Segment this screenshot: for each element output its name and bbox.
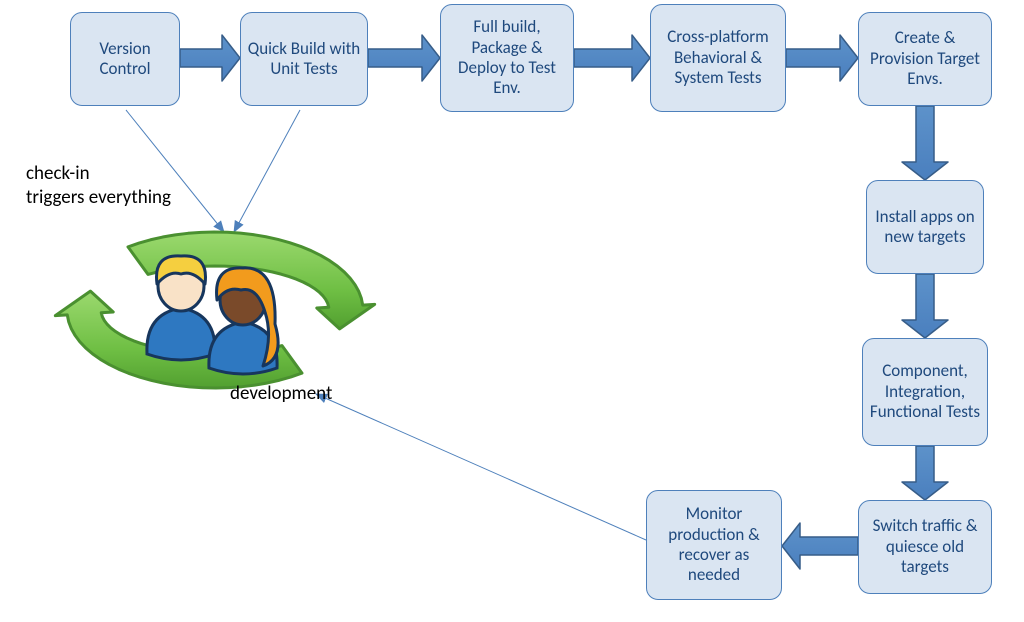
node-full-build: Full build, Package & Deploy to Test Env… <box>440 4 574 112</box>
thin-arrow-t-qb-dev <box>234 110 300 232</box>
arrow-a-fb-xp <box>574 35 650 81</box>
annot-checkin: check-in triggers everything <box>26 162 171 210</box>
thin-arrow-t-mp-dev <box>316 394 646 540</box>
arrow-a-vc-qb <box>180 35 240 81</box>
arrow-a-cp-ia <box>902 106 948 180</box>
node-component-tests: Component, Integration, Functional Tests <box>862 338 988 446</box>
person-icon <box>209 268 278 374</box>
arrow-a-ct-st <box>902 446 948 500</box>
annot-devlabel: development <box>230 382 332 406</box>
node-quick-build: Quick Build with Unit Tests <box>240 12 368 106</box>
node-monitor-prod: Monitor production & recover as needed <box>646 490 782 600</box>
dev-cycle-arrow <box>128 232 375 329</box>
node-cross-platform: Cross-platform Behavioral & System Tests <box>650 4 786 112</box>
node-switch-traffic: Switch traffic & quiesce old targets <box>858 500 992 594</box>
arrow-a-ia-ct <box>902 274 948 338</box>
arrow-a-st-mp <box>782 523 858 569</box>
node-create-provision: Create & Provision Target Envs. <box>858 12 992 106</box>
dev-cycle-arrow <box>55 291 302 388</box>
person-icon <box>147 256 215 360</box>
arrow-a-xp-cp <box>786 35 858 81</box>
arrow-a-qb-fb <box>368 35 440 81</box>
node-version-control: Version Control <box>70 12 180 106</box>
node-install-apps: Install apps on new targets <box>866 180 984 274</box>
